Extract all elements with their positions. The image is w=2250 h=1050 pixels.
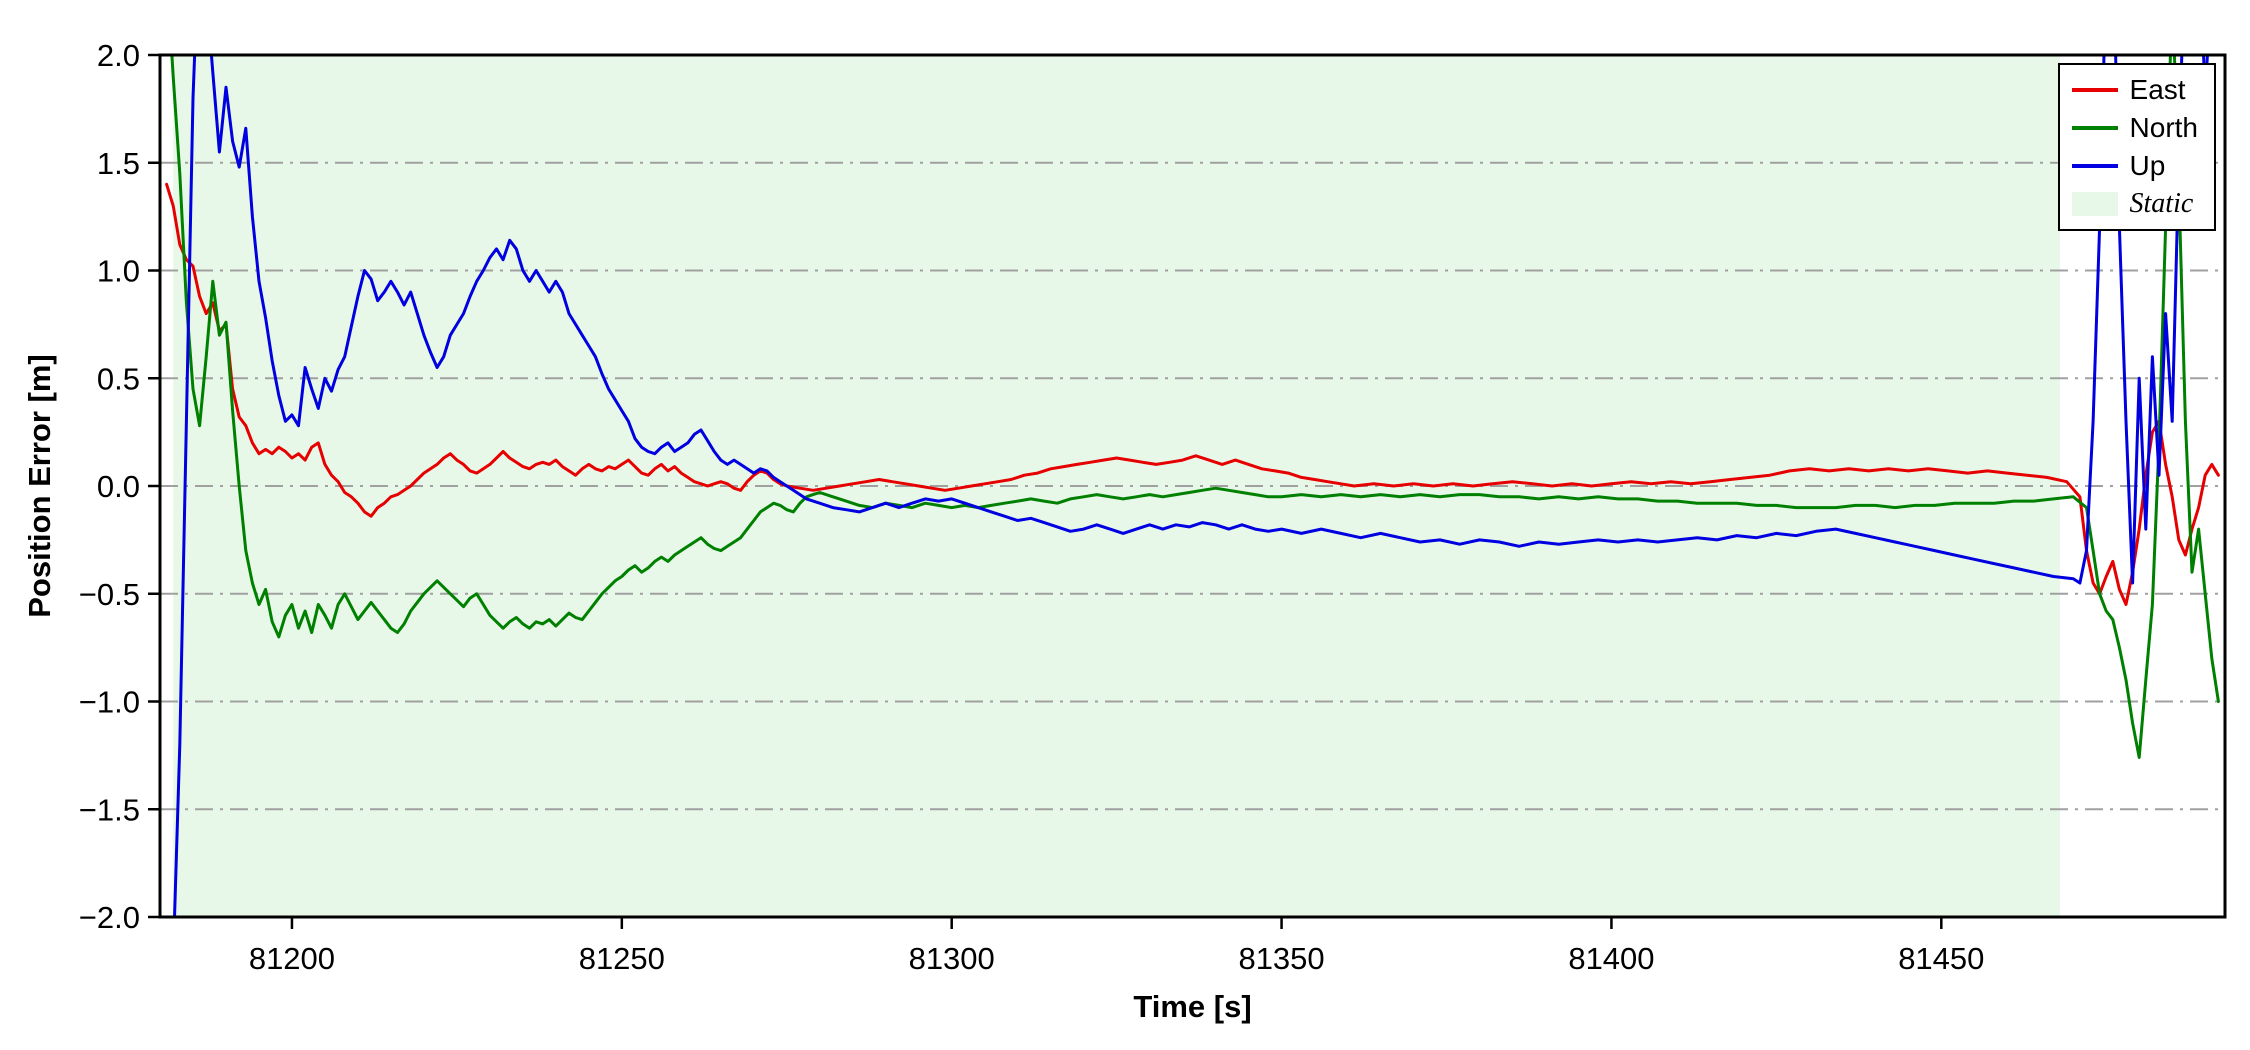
y-tick-label: 0.5	[97, 361, 140, 396]
legend-line-swatch-east	[2071, 88, 2118, 92]
x-tick-label: 81300	[909, 941, 995, 976]
series-line-east	[165, 182, 2220, 606]
y-tick-label: −1.0	[79, 685, 140, 720]
y-tick-label: 1.0	[97, 254, 140, 289]
legend-label-north: North	[2129, 112, 2198, 143]
legend-line-swatch-north	[2071, 126, 2118, 130]
legend-item-static: Static	[2071, 187, 2198, 221]
x-axis-label: Time [s]	[1133, 989, 1252, 1024]
y-tick-label: 0.0	[97, 469, 140, 504]
legend-label-static: Static	[2129, 188, 2194, 219]
series-line-up	[173, 55, 2209, 917]
y-tick-label: 2.0	[97, 38, 140, 73]
legend-patch-static	[2071, 192, 2118, 216]
legend-item-north: North	[2071, 111, 2198, 145]
y-tick-label: 1.5	[97, 146, 140, 181]
x-tick-label: 81350	[1238, 941, 1324, 976]
series-group	[165, 55, 2220, 917]
y-axis-label: Position Error [m]	[22, 354, 57, 618]
x-tick-label: 81200	[249, 941, 335, 976]
y-tick-label: −1.5	[79, 792, 140, 827]
x-tick-label: 81450	[1898, 941, 1984, 976]
legend-item-up: Up	[2071, 149, 2198, 183]
y-tick-label: −2.0	[79, 900, 140, 935]
legend-item-east: East	[2071, 73, 2198, 107]
legend: East North Up Static	[2057, 63, 2216, 231]
legend-label-east: East	[2129, 74, 2186, 105]
legend-line-swatch-up	[2071, 164, 2118, 168]
y-tick-label: −0.5	[79, 577, 140, 612]
legend-label-up: Up	[2129, 150, 2166, 181]
x-tick-label: 81400	[1568, 941, 1654, 976]
x-tick-label: 81250	[579, 941, 665, 976]
series-line-north	[170, 55, 2220, 759]
